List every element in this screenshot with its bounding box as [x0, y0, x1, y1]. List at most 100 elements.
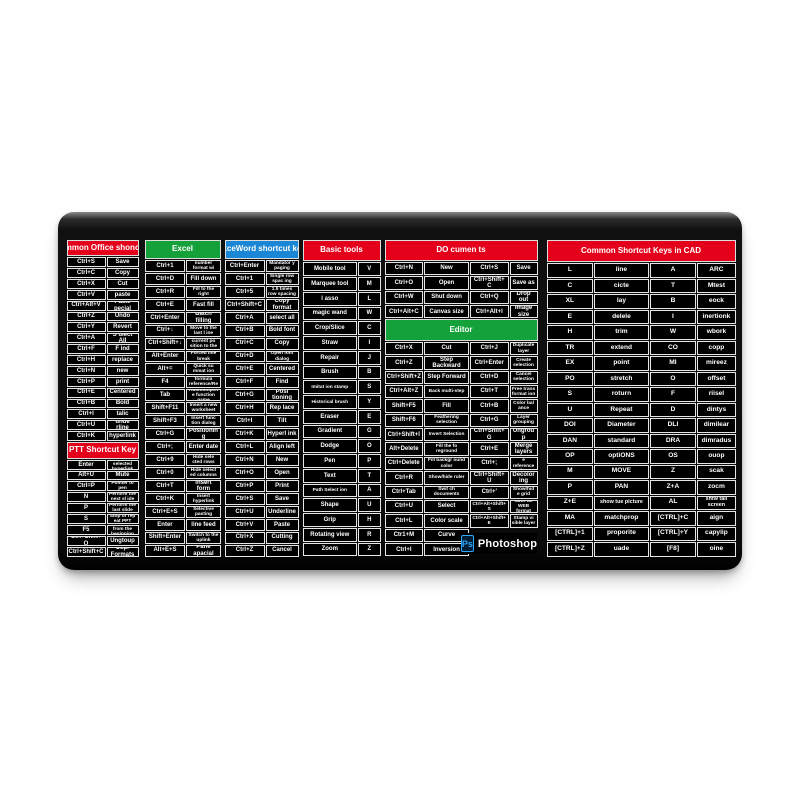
shortcut-row: Ctrl+Shift+C Copr Formats: [66, 546, 139, 557]
action-cell: Grip: [302, 513, 358, 527]
action-cell: Historical brush: [302, 395, 358, 409]
shortcut-row: P PAN Z+A zocm: [546, 480, 736, 495]
shortcut-row: Zoom Z: [302, 542, 381, 557]
shortcut-row: F4Switch formula reference/Repeat: [144, 376, 221, 389]
action-cell: Run PPT from the beginning: [106, 524, 139, 535]
shortcut-row: Alt+Enter Forced line break: [144, 350, 221, 363]
key-cell: B: [649, 294, 697, 309]
key-cell: Ctrl+D: [144, 272, 186, 285]
key-cell: Ctrl+E+S: [144, 505, 186, 518]
header-office: Common Office shonculs: [66, 239, 139, 257]
key-cell: Ctrl+E: [469, 442, 509, 456]
action-cell: Shape: [302, 498, 358, 513]
shortcut-row: Ctrl+I Tilt: [224, 415, 299, 428]
key-cell: [CTRL]+1: [546, 526, 594, 542]
key-cell: M: [358, 277, 381, 291]
key-cell: Ctrl+L: [384, 514, 424, 528]
action-cell: Autocomplete function name: [186, 389, 221, 402]
action-cell: Switch formula reference/Repeat: [186, 376, 221, 389]
action-cell: zocm: [697, 480, 736, 495]
action-cell: Open: [265, 466, 299, 479]
shortcut-row: Shift+F6 Feathering selection Ctrl+G Layer …: [384, 413, 538, 428]
shortcut-row: Ctrl+5 1.5 times row spacing: [224, 285, 299, 298]
action-cell: PAN: [594, 480, 649, 495]
key-cell: Ctrl+V: [224, 518, 265, 531]
action-cell: Show/hide grid: [509, 485, 538, 499]
key-cell: Ctrl+5: [224, 285, 265, 298]
action-cell: Fast fill: [186, 298, 221, 311]
key-cell: Ctrl+B: [469, 399, 509, 413]
action-cell: Mtest: [697, 278, 736, 294]
shortcut-row: S Stop or rep eat PPT: [66, 514, 139, 525]
action-cell: Shut down: [424, 290, 469, 305]
shortcut-row: DAN standard DRA dimradus: [546, 433, 736, 449]
shortcut-row: Ctrl+O Open Ctrl+Shift+C Save as: [384, 276, 538, 290]
action-cell: Fill: [424, 399, 469, 413]
action-cell: Rotating view: [302, 527, 358, 542]
shortcut-row: Ctrl+A select all: [224, 311, 299, 324]
shortcut-row: Brush B: [302, 365, 381, 380]
key-cell: Ctrl+F: [224, 376, 265, 389]
key-cell: J: [358, 350, 381, 365]
header-ppt: PTT Shortcut Key: [66, 442, 139, 459]
action-cell: Decoloring: [509, 471, 538, 485]
action-cell: Copr Formats: [106, 546, 139, 557]
shortcut-row: Ctrl+F F ind: [66, 344, 139, 355]
key-cell: Ctrl+B: [66, 398, 106, 409]
key-cell: Ctrl+;: [469, 456, 509, 471]
key-cell: G: [358, 424, 381, 439]
key-cell: R: [358, 527, 381, 542]
shortcut-row: Ctrl+W Shut down Ctrl+Q Drop out: [384, 290, 538, 305]
key-cell: Ctrl+G: [144, 428, 186, 441]
key-cell: Ctrl+Q: [469, 290, 509, 305]
shortcut-row: Shift+F11 Insert a new worksheet: [144, 402, 221, 415]
key-cell: Ctrl+R: [144, 285, 186, 298]
shortcut-row: Ctrl+I talic: [66, 409, 139, 420]
action-cell: Marquee tool: [302, 277, 358, 291]
action-cell: Imitat ion stamp: [302, 380, 358, 395]
action-cell: dimilear: [697, 418, 736, 433]
key-cell: Ctrl+A: [66, 333, 106, 344]
key-cell: Ctrl=P: [66, 481, 106, 492]
action-cell: Step Forward: [424, 370, 469, 384]
action-cell: 1.5 times row spacing: [265, 285, 299, 298]
action-cell: ARC: [697, 263, 736, 278]
key-cell: Ctrl+Enter: [144, 311, 186, 324]
key-cell: CO: [649, 340, 697, 356]
shortcut-row: Ctrl+X Cut Ctrl+J Duplicate layer: [384, 341, 538, 356]
key-cell: Ctrl+0: [144, 466, 186, 479]
key-cell: XL: [546, 294, 594, 309]
key-cell: E: [358, 409, 381, 424]
shortcut-row: Ctrl+R Show/hide ruler Ctrl+Shift+U Decolor…: [384, 471, 538, 485]
shortcut-row: Shift+F5 Fill Ctrl+B Color bal ance: [384, 399, 538, 413]
action-cell: Zoom: [302, 542, 358, 557]
key-cell: PO: [546, 371, 594, 387]
action-cell: riisel: [697, 387, 736, 402]
key-cell: I: [649, 309, 697, 325]
action-cell: Insert form: [186, 479, 221, 492]
key-cell: L: [358, 291, 381, 306]
shortcut-row: Gradient G: [302, 424, 381, 439]
shortcut-row: Rotating view R: [302, 527, 381, 542]
action-cell: Ungtoup: [106, 535, 139, 546]
key-cell: Ctrl+N: [224, 454, 265, 466]
shortcut-row: Ctrl+Z Undo: [66, 311, 139, 322]
key-cell: I: [358, 336, 381, 350]
key-cell: Ctrl+Shift+C: [224, 298, 265, 311]
action-cell: Step Backward: [424, 356, 469, 370]
action-cell: copp: [697, 340, 736, 356]
action-cell: l asso: [302, 291, 358, 306]
shortcut-row: Ctrl+1 Single row spac ing: [224, 272, 299, 285]
shortcut-row: Alt+U Mute: [66, 470, 139, 481]
key-cell: Ctrl+A: [224, 311, 265, 324]
shortcut-row: Ctrl+C Copy: [224, 337, 299, 350]
key-cell: Ctr1+M: [384, 528, 424, 543]
key-cell: Ctrl+1: [144, 259, 186, 272]
action-cell: Positioning: [186, 428, 221, 441]
action-cell: Save as WEB format: [509, 499, 538, 514]
key-cell: Shift+F3: [144, 415, 186, 428]
